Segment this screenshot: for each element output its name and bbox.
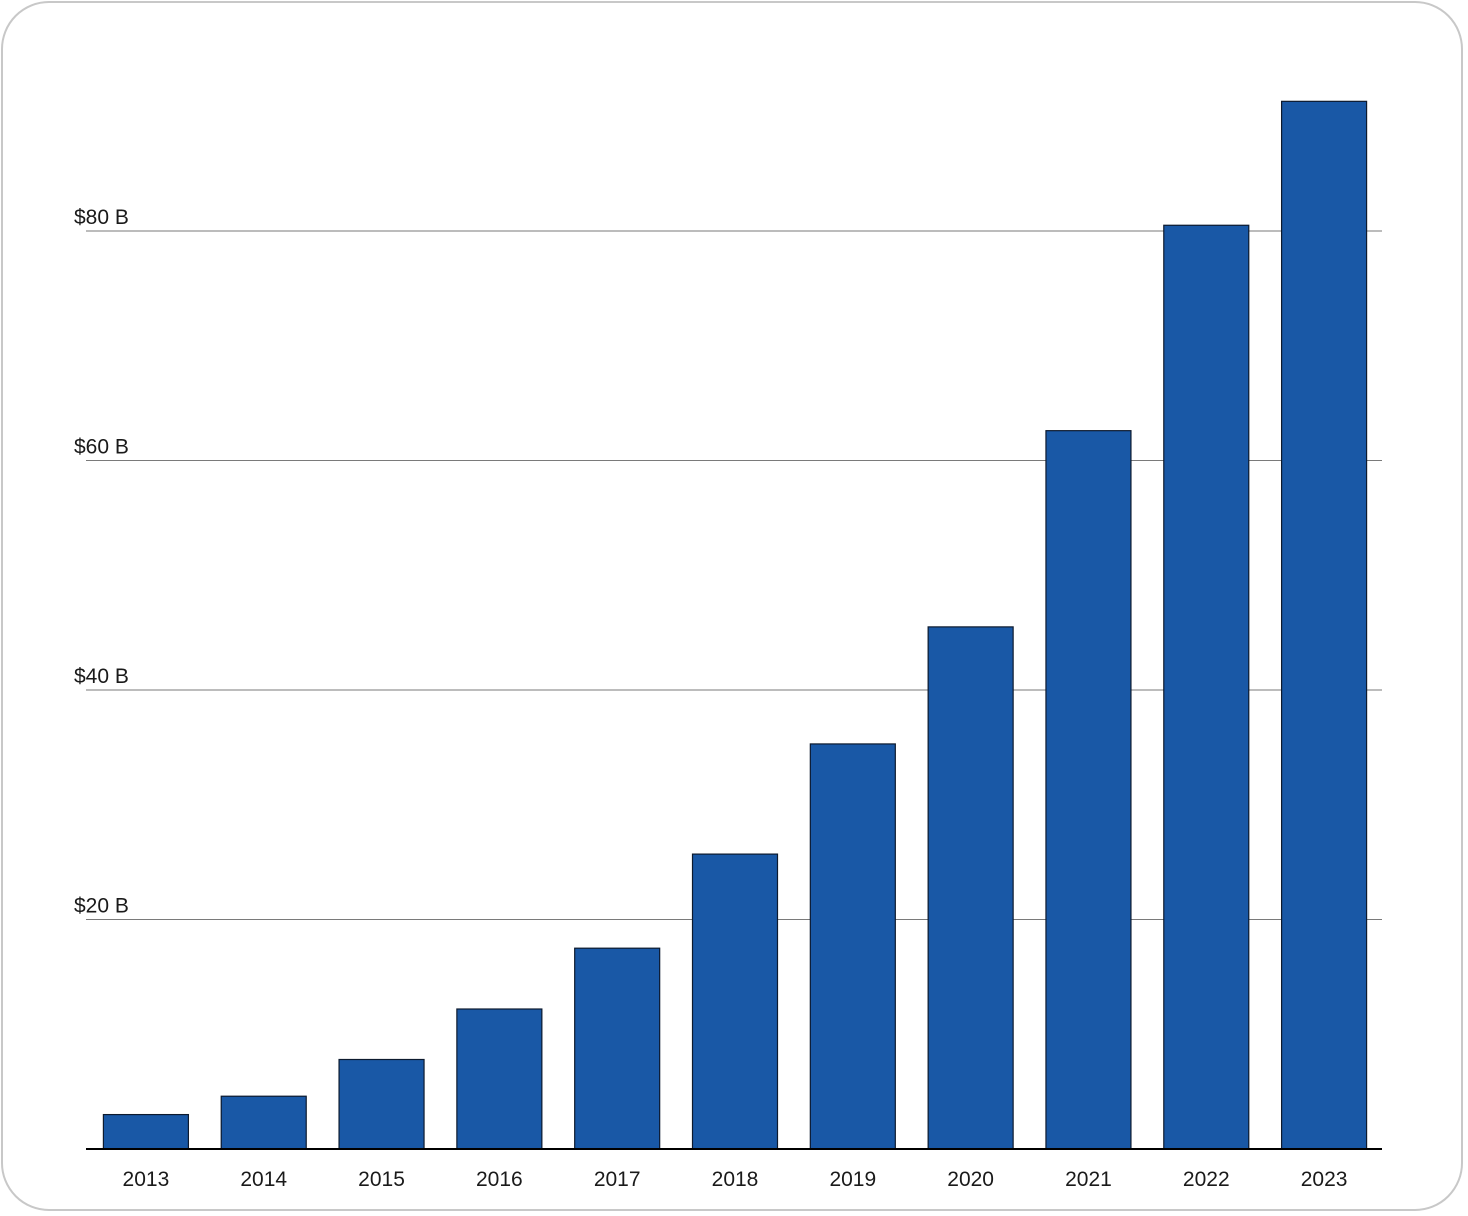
bar-2023: [1280, 100, 1368, 1150]
y-tick-label: $40 B: [74, 665, 129, 688]
x-tick-label: 2023: [1301, 1168, 1348, 1191]
y-tick-label: $60 B: [74, 436, 129, 459]
bar-2021: [1045, 430, 1132, 1150]
x-tick-label: 2013: [123, 1168, 170, 1191]
bar-2014: [220, 1095, 307, 1150]
x-tick-label: 2022: [1183, 1168, 1230, 1191]
x-tick-label: 2015: [358, 1168, 405, 1191]
x-axis-tick-labels: 2013 2014 2015 2016 2017 2018 2019 2020 2021 2022…: [123, 1168, 1348, 1191]
x-tick-label: 2019: [829, 1168, 876, 1191]
x-tick-label: 2021: [1065, 1168, 1112, 1191]
bar-2016: [456, 1008, 543, 1150]
y-tick-label: $20 B: [74, 895, 129, 918]
bar-2018: [691, 853, 779, 1150]
bar-2017: [574, 947, 661, 1150]
x-tick-label: 2014: [240, 1168, 287, 1191]
y-tick-label: $80 B: [74, 206, 129, 229]
bar-2020: [927, 626, 1014, 1150]
y-axis-tick-labels: $20 B $40 B $60 B $80 B: [74, 206, 129, 918]
x-tick-label: 2016: [476, 1168, 523, 1191]
x-tick-label: 2017: [594, 1168, 641, 1191]
bar-2015: [338, 1058, 425, 1150]
x-tick-label: 2018: [712, 1168, 759, 1191]
bars: [102, 100, 1368, 1150]
bar-2019: [809, 743, 896, 1150]
x-tick-label: 2020: [947, 1168, 994, 1191]
bar-2013: [102, 1113, 190, 1150]
bar-2022: [1163, 224, 1250, 1150]
